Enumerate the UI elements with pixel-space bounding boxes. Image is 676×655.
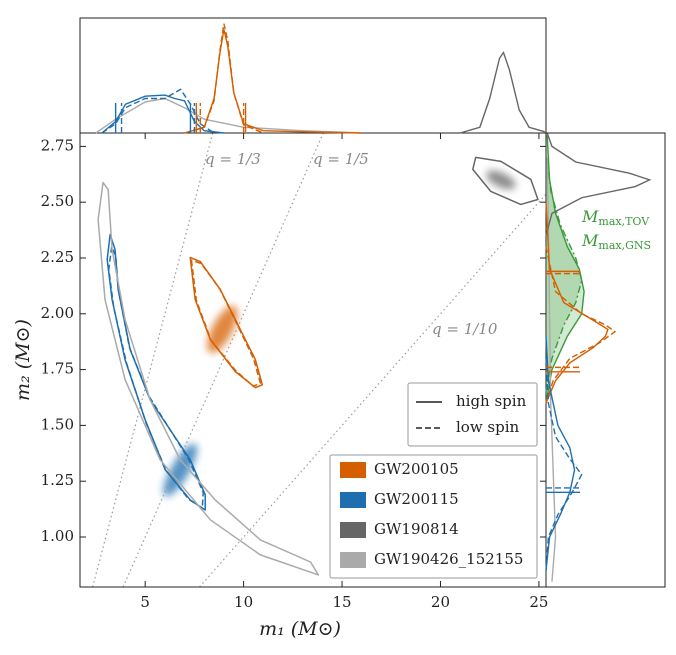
legend-swatch [340,492,366,508]
y-tick-label: 2.50 [41,192,74,210]
marginal-curve [545,336,576,571]
y-tick-label: 1.75 [41,360,74,378]
marginal-curve [459,50,546,134]
y-tick-label: 2.00 [41,304,74,322]
x-tick-label: 20 [431,593,450,611]
label-subscript: max,GNS [598,239,651,252]
marginal-curve [184,29,362,134]
q-label: q = 1/5 [313,150,369,168]
marginal-curve [101,94,224,134]
x-tick-label: 15 [332,593,351,611]
legend-box [407,382,538,447]
y-tick-label: 1.00 [41,527,74,545]
contour [472,156,539,206]
q-label: q = 1/10 [432,320,498,338]
label-subscript: max,TOV [598,215,650,228]
marginal-fill [546,135,585,404]
panel-frame [546,132,666,588]
y-tick-label: 2.75 [41,136,74,154]
density-core [207,305,238,353]
label-symbol: M [581,207,599,226]
legend-label: high spin [456,392,527,410]
density-core [163,443,198,497]
contour [107,246,204,509]
contour [97,181,320,576]
density-core [486,170,516,190]
contour [190,259,262,388]
marginal-curve [95,97,362,134]
marginal-fill [546,157,582,392]
legend-label: low spin [456,418,520,436]
legend-swatch [340,462,366,478]
y-tick-label: 2.25 [41,248,74,266]
marginal-curve [545,358,583,571]
x-tick-label: 10 [234,593,253,611]
x-tick-label: 25 [529,593,548,611]
y-tick-label: 1.25 [41,471,74,489]
marginal-curve [545,132,652,236]
marginal-curve [545,157,583,393]
panel-frame [79,17,547,133]
x-tick-label: 5 [140,593,150,611]
marginal-curve [184,23,264,134]
q-line [92,132,214,588]
x-axis-label: m₁ (M⊙) [259,618,341,640]
legend-box [329,454,538,579]
label-symbol: M [581,231,599,250]
y-axis-label: m₂ (M⊙) [12,319,34,401]
legend-label: GW200115 [374,490,459,508]
legend-label: GW200105 [374,460,459,478]
y-tick-label: 1.50 [41,415,74,433]
threshold-label: Mmax,GNS [581,231,651,253]
legend-label: GW190814 [374,520,459,538]
q-line [122,132,324,588]
marginal-curve [545,246,617,404]
legend-swatch [340,552,366,568]
legend-label: GW190426_152155 [374,550,523,568]
q-label: q = 1/3 [205,150,261,168]
threshold-label: Mmax,TOV [581,207,650,229]
q-line [199,193,547,588]
legend-swatch [340,522,366,538]
